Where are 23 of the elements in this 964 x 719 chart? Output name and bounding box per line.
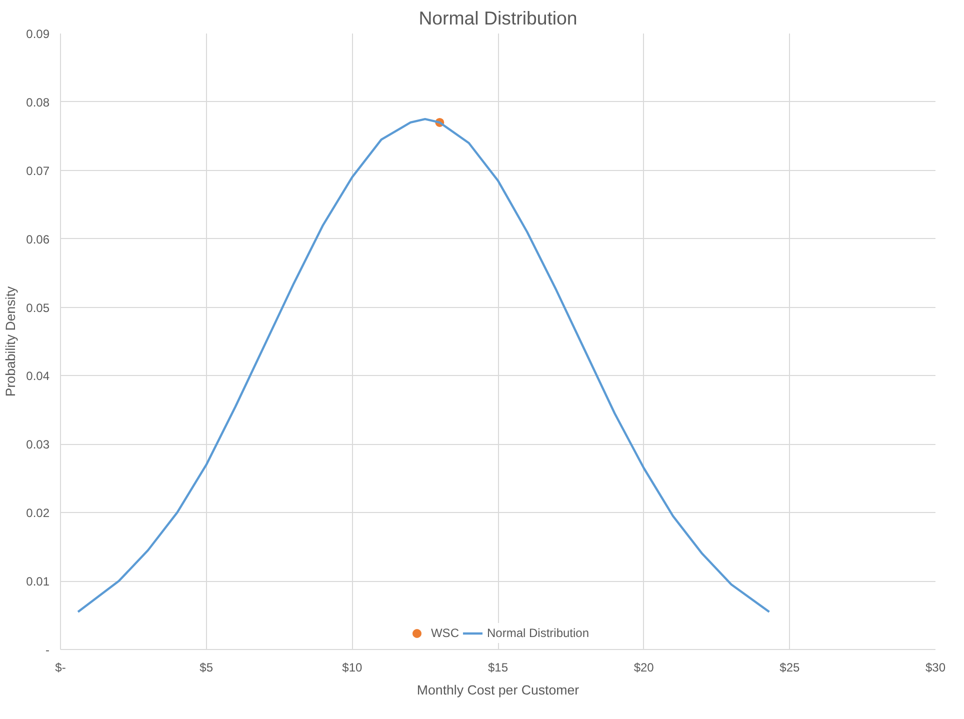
y-tick-label: 0.04 <box>26 369 50 384</box>
legend-label: Normal Distribution <box>486 626 590 640</box>
legend-label: WSC <box>430 626 459 640</box>
y-tick-label: 0.09 <box>26 27 50 41</box>
x-tick-label: $- <box>55 660 66 674</box>
chart-title: Normal Distribution <box>418 8 578 28</box>
x-tick-label: $20 <box>634 660 654 674</box>
y-tick-label: 0.07 <box>26 164 50 178</box>
x-axis-title: Monthly Cost per Customer <box>416 682 580 698</box>
x-tick-label: $5 <box>200 660 214 674</box>
y-tick-label: 0.06 <box>26 232 50 246</box>
y-tick-label: 0.05 <box>26 300 50 315</box>
x-tick-label: $30 <box>925 660 946 674</box>
x-tick-label: $25 <box>780 660 800 674</box>
x-tick-label: $15 <box>488 660 508 674</box>
y-axis-title: Probability Density <box>3 286 18 397</box>
x-tick-label: $10 <box>342 660 363 674</box>
y-tick-label: 0.08 <box>26 95 50 110</box>
y-tick-label: 0.02 <box>26 506 50 520</box>
line-series <box>76 118 770 613</box>
y-tick-label: 0.03 <box>26 438 50 452</box>
y-tick-label: - <box>46 643 50 657</box>
y-tick-label: 0.01 <box>26 574 50 589</box>
